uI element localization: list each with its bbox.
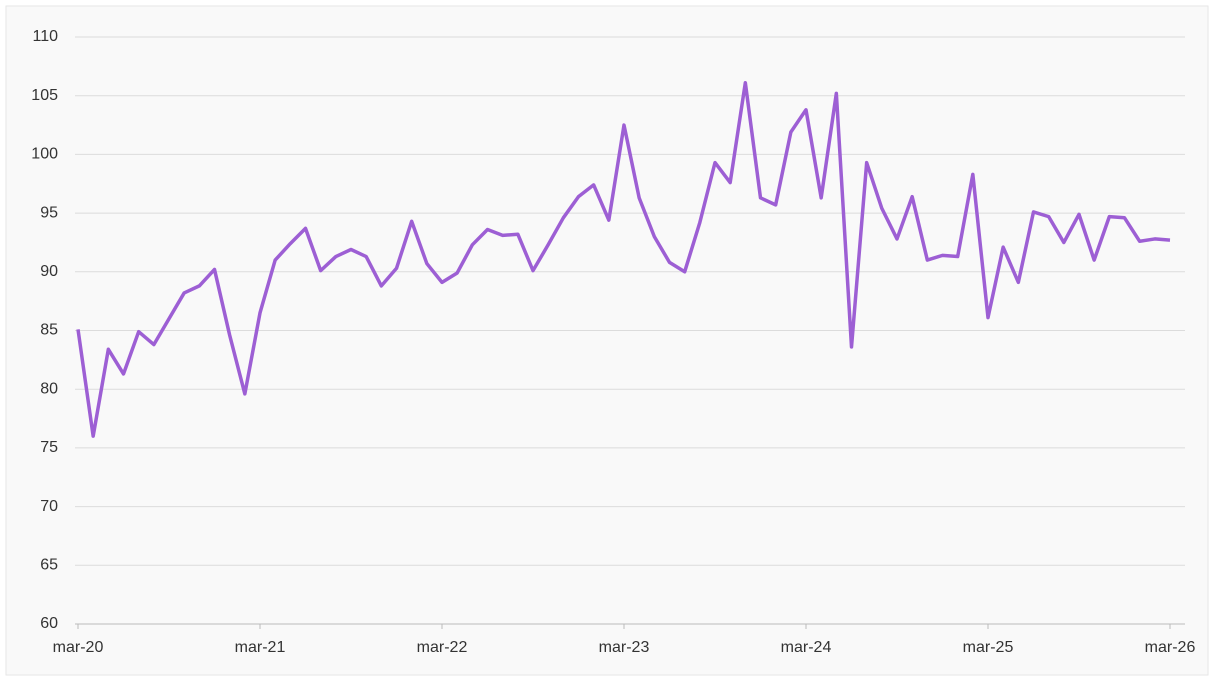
x-tick-label: mar-25 xyxy=(963,639,1014,656)
y-tick-label: 65 xyxy=(40,557,58,574)
y-tick-label: 100 xyxy=(31,146,58,163)
y-tick-label: 105 xyxy=(31,87,58,104)
x-tick-label: mar-20 xyxy=(53,639,104,656)
y-tick-label: 110 xyxy=(32,28,58,45)
chart-background xyxy=(5,5,1209,676)
y-tick-label: 80 xyxy=(40,380,58,397)
x-tick-label: mar-22 xyxy=(417,639,468,656)
y-tick-label: 75 xyxy=(40,439,58,456)
y-tick-label: 95 xyxy=(40,204,58,221)
y-tick-label: 90 xyxy=(40,263,58,280)
x-tick-label: mar-21 xyxy=(235,639,286,656)
y-tick-label: 70 xyxy=(40,498,58,515)
data-line xyxy=(76,81,1171,438)
y-tick-label: 60 xyxy=(40,615,58,632)
x-tick-label: mar-24 xyxy=(781,639,832,656)
y-tick-label: 85 xyxy=(40,322,58,339)
x-tick-label: mar-23 xyxy=(599,639,650,656)
x-tick-label: mar-26 xyxy=(1145,639,1196,656)
